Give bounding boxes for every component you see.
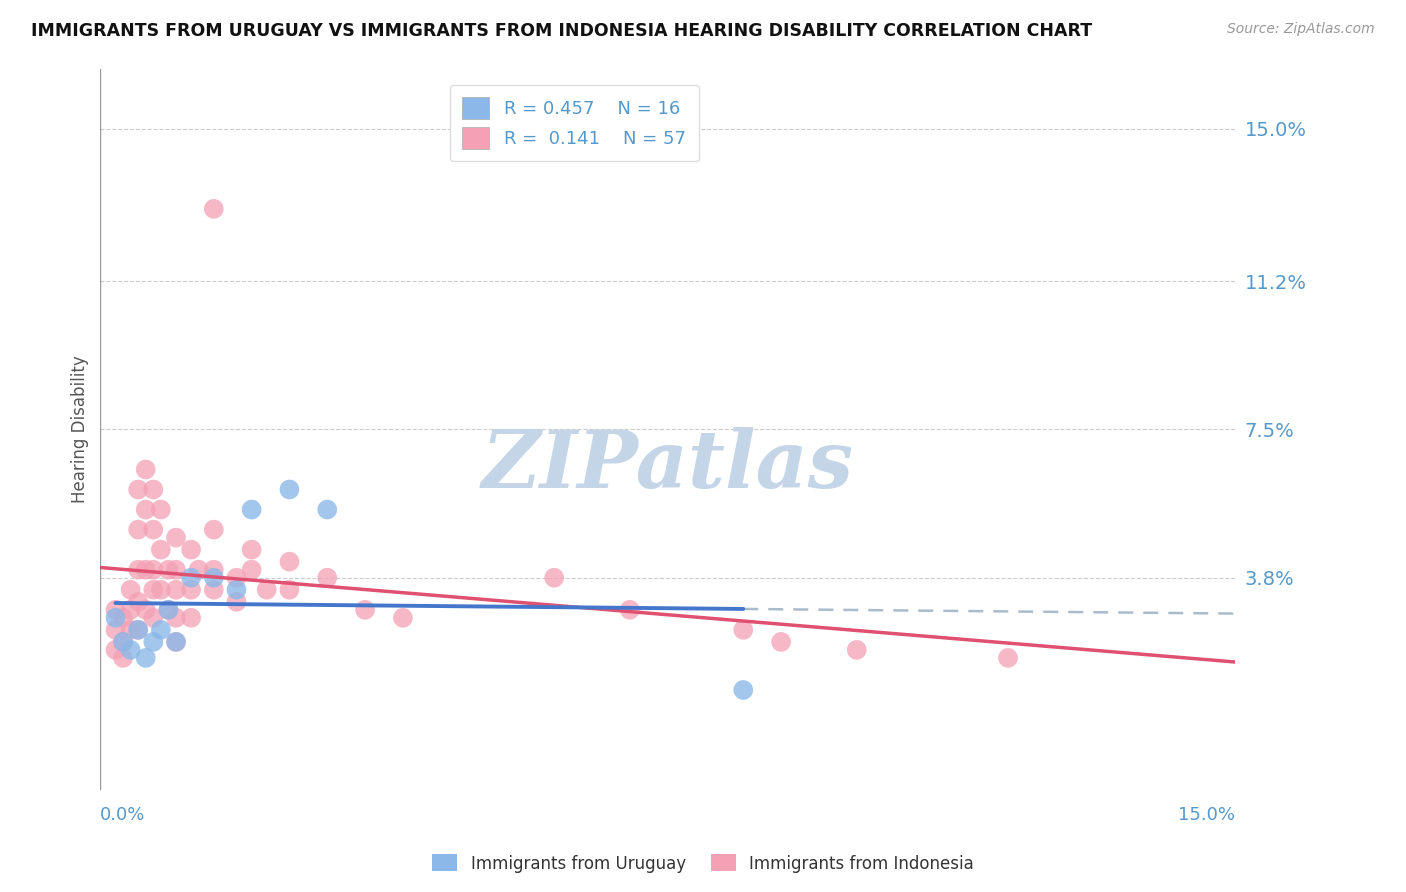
Point [202, 523, 225, 537]
Point [202, 202, 225, 216]
Point [142, 611, 165, 625]
Point [135, 502, 157, 516]
Text: Source: ZipAtlas.com: Source: ZipAtlas.com [1227, 22, 1375, 37]
Point [278, 582, 301, 597]
Point [135, 603, 157, 617]
Point [142, 635, 165, 649]
Point [225, 582, 247, 597]
Point [392, 611, 415, 625]
Point [135, 563, 157, 577]
Legend: Immigrants from Uruguay, Immigrants from Indonesia: Immigrants from Uruguay, Immigrants from… [426, 847, 980, 880]
Point [127, 483, 149, 497]
Point [619, 603, 641, 617]
Point [202, 582, 225, 597]
Point [149, 502, 172, 516]
Point [149, 582, 172, 597]
Point [127, 563, 149, 577]
Point [142, 563, 165, 577]
Point [127, 623, 149, 637]
Point [157, 603, 180, 617]
Text: IMMIGRANTS FROM URUGUAY VS IMMIGRANTS FROM INDONESIA HEARING DISABILITY CORRELAT: IMMIGRANTS FROM URUGUAY VS IMMIGRANTS FR… [31, 22, 1092, 40]
Point [225, 571, 247, 585]
Point [112, 611, 135, 625]
Point [733, 623, 755, 637]
Point [149, 623, 172, 637]
Point [543, 571, 565, 585]
Point [316, 502, 339, 516]
Point [135, 651, 157, 665]
Point [112, 635, 135, 649]
Point [127, 623, 149, 637]
Point [256, 582, 278, 597]
Point [127, 523, 149, 537]
Legend: R = 0.457    N = 16, R =  0.141    N = 57: R = 0.457 N = 16, R = 0.141 N = 57 [450, 85, 699, 161]
Point [104, 611, 127, 625]
Point [142, 523, 165, 537]
Point [165, 635, 187, 649]
Point [165, 531, 187, 545]
Point [112, 635, 135, 649]
Point [165, 563, 187, 577]
Point [142, 582, 165, 597]
Point [240, 563, 263, 577]
Point [135, 462, 157, 476]
Point [120, 582, 142, 597]
Point [278, 483, 301, 497]
Point [180, 571, 202, 585]
Point [120, 643, 142, 657]
Point [165, 582, 187, 597]
Point [240, 542, 263, 557]
Point [104, 643, 127, 657]
Point [202, 571, 225, 585]
Point [104, 603, 127, 617]
Point [165, 611, 187, 625]
Point [225, 595, 247, 609]
Point [180, 542, 202, 557]
Point [120, 603, 142, 617]
Text: 15.0%: 15.0% [1178, 806, 1234, 824]
Point [157, 603, 180, 617]
Point [278, 555, 301, 569]
Point [142, 483, 165, 497]
Y-axis label: Hearing Disability: Hearing Disability [72, 356, 89, 503]
Point [149, 542, 172, 557]
Point [120, 623, 142, 637]
Point [187, 563, 209, 577]
Point [845, 643, 868, 657]
Point [180, 611, 202, 625]
Point [240, 502, 263, 516]
Text: 0.0%: 0.0% [100, 806, 146, 824]
Point [104, 623, 127, 637]
Point [997, 651, 1019, 665]
Point [316, 571, 339, 585]
Point [770, 635, 793, 649]
Point [157, 563, 180, 577]
Point [202, 563, 225, 577]
Text: ZIPatlas: ZIPatlas [482, 426, 853, 504]
Point [180, 582, 202, 597]
Point [165, 635, 187, 649]
Point [733, 683, 755, 698]
Point [354, 603, 377, 617]
Point [127, 595, 149, 609]
Point [112, 651, 135, 665]
